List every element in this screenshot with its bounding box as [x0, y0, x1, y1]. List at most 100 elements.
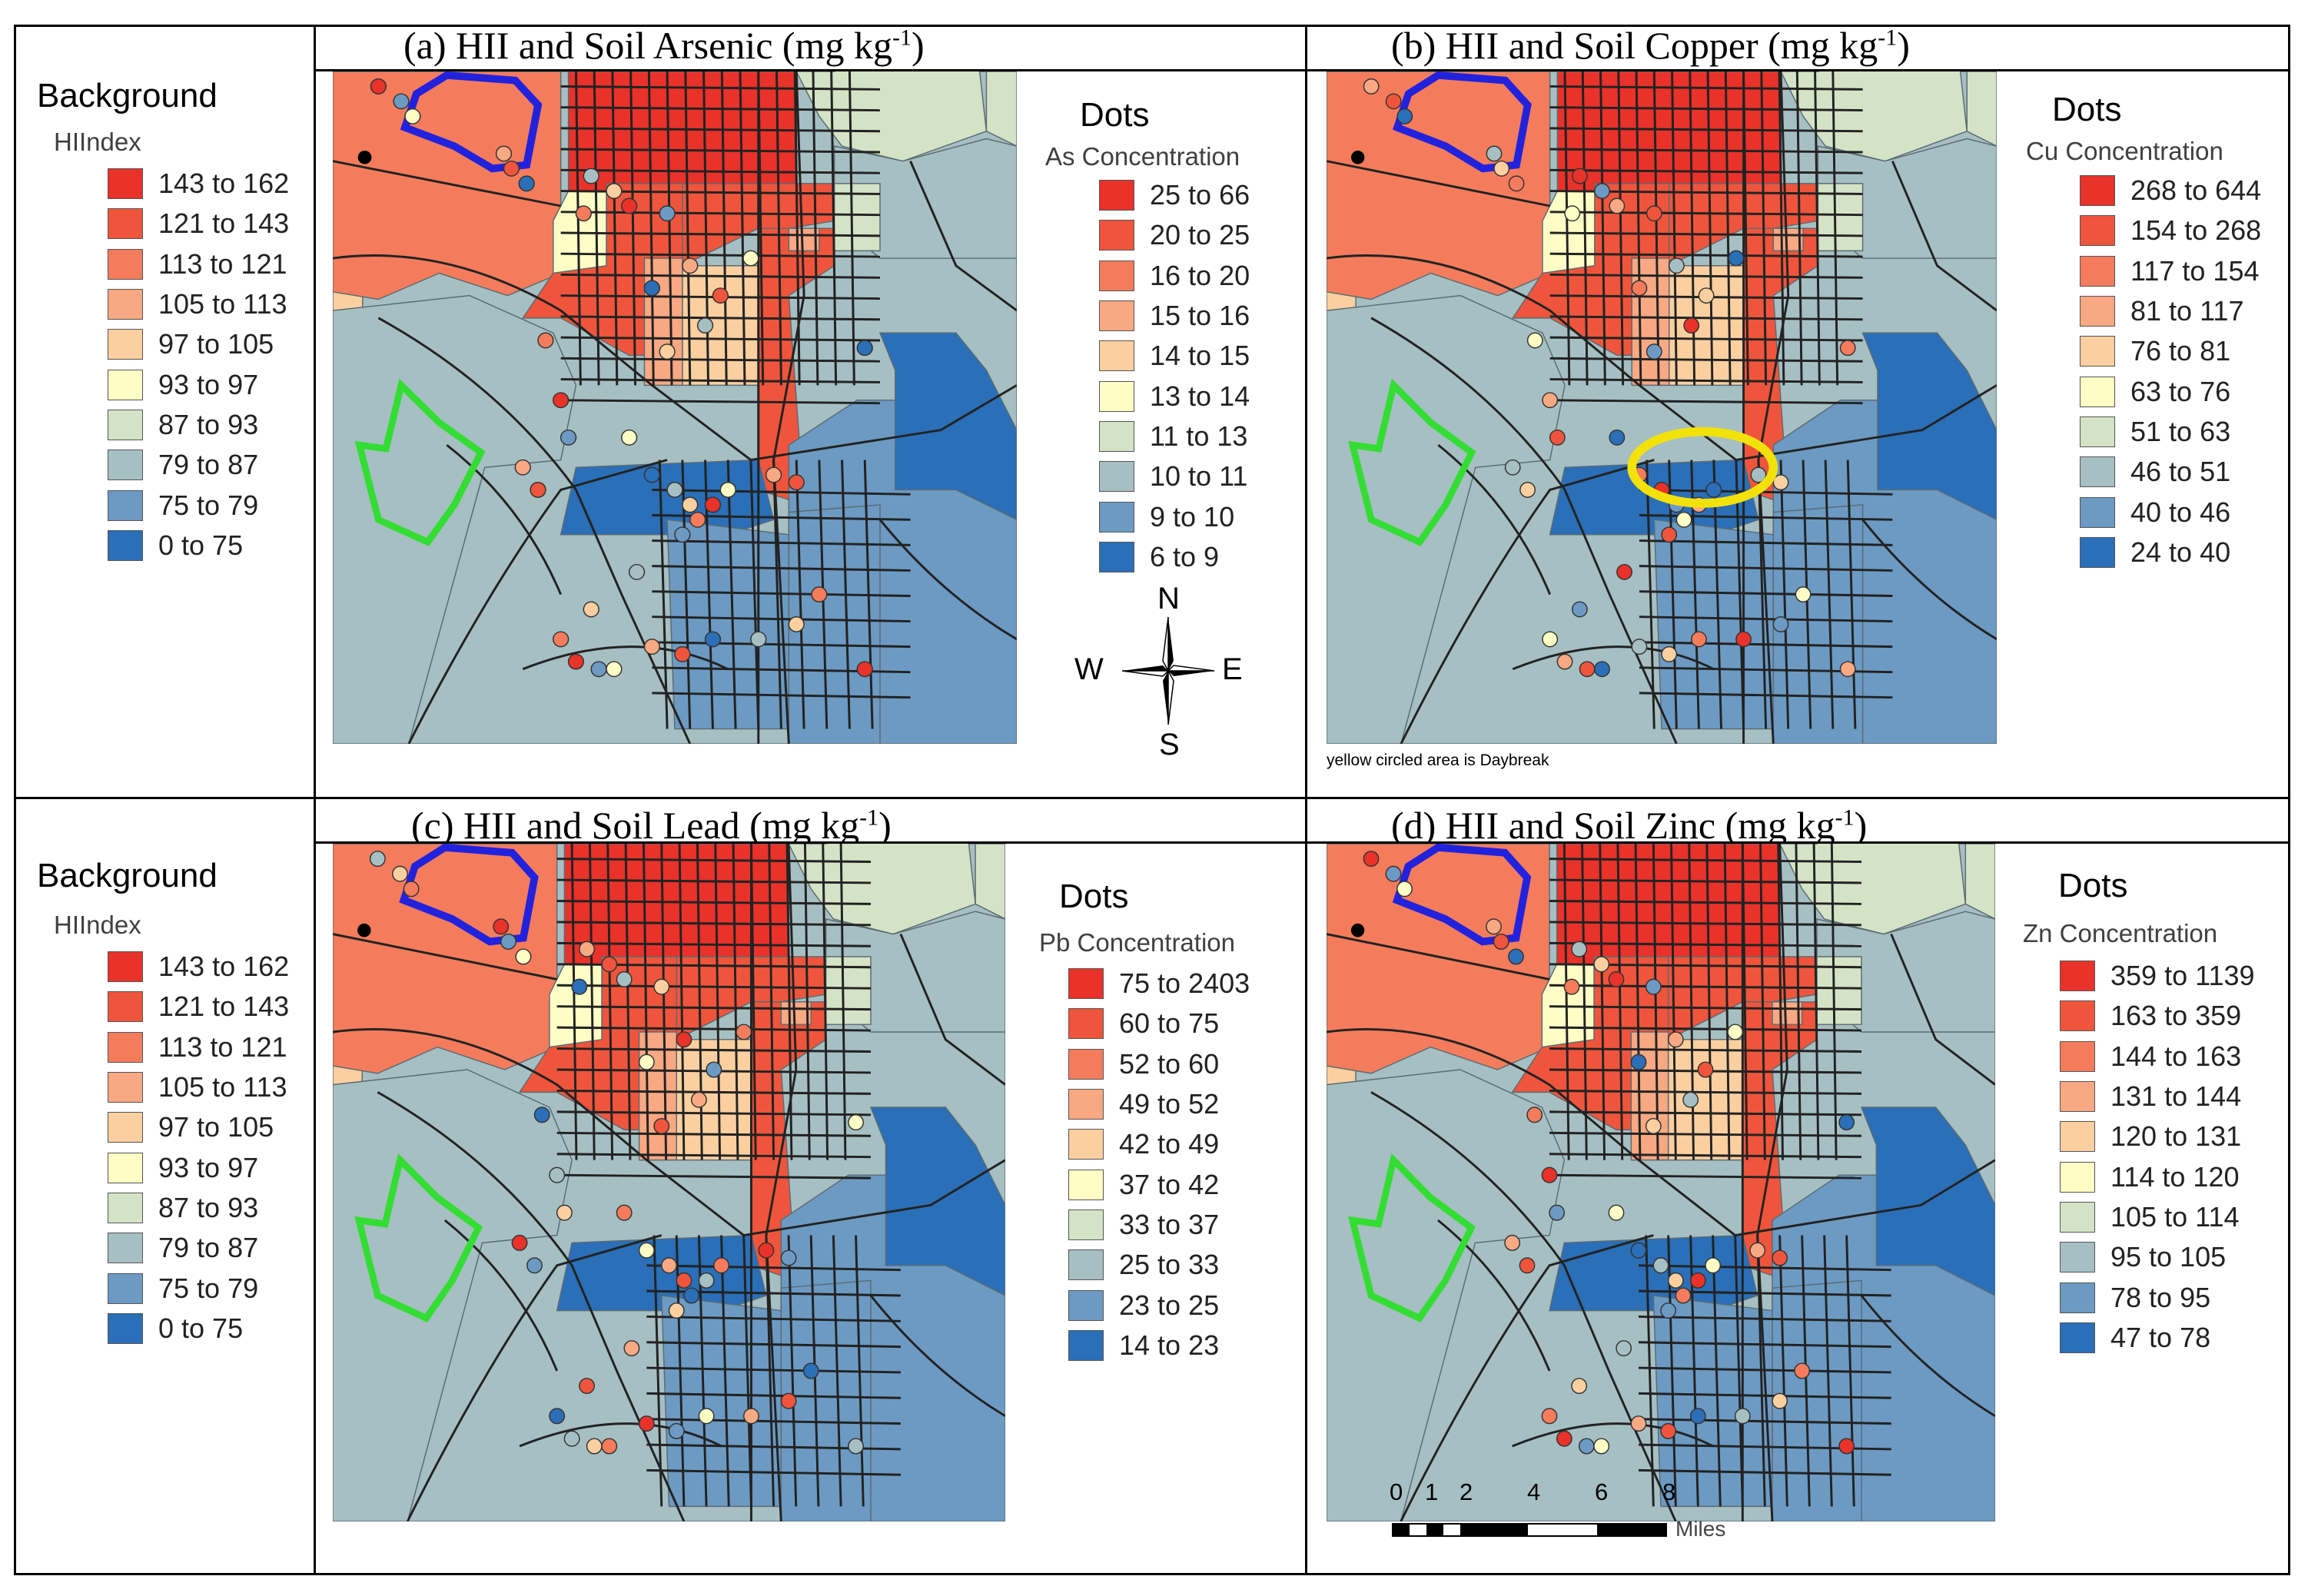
dots-legend-swatch	[1068, 968, 1104, 1000]
dots-legend-label: 16 to 20	[1150, 259, 1250, 291]
dots-legend-c: 75 to 2403 60 to 75 52 to 60 49 to 52 42 to …	[1068, 964, 1250, 1365]
road	[765, 844, 798, 1521]
road	[1777, 844, 1784, 1160]
panel-c-title: (c) HII and Soil Lead (mg kg-1)	[411, 804, 892, 847]
dots-legend-label: 117 to 154	[2130, 254, 2260, 287]
hii-legend-swatch	[108, 409, 143, 440]
road	[646, 1418, 901, 1425]
blue-outline-area	[1392, 844, 1532, 946]
sample-dot	[556, 1204, 573, 1221]
road	[1759, 844, 1766, 1160]
road	[1327, 254, 1997, 462]
hii-legend-label: 75 to 79	[158, 1272, 259, 1304]
sample-dot	[638, 1242, 655, 1259]
road	[646, 1468, 901, 1476]
dots-legend-label: 359 to 1139	[2110, 960, 2255, 992]
sample-dot	[1735, 631, 1752, 648]
dots-legend-b: 268 to 644 154 to 268 117 to 154 81 to 117 7…	[2080, 171, 2261, 572]
dots-legend-label: 24 to 40	[2130, 536, 2231, 568]
dots-legend-row: 14 to 23	[1068, 1326, 1250, 1365]
dots-legend-row: 42 to 49	[1068, 1124, 1250, 1164]
dots-legend-swatch	[1068, 1329, 1104, 1361]
sample-dot	[1519, 1257, 1536, 1274]
road	[1638, 1264, 1891, 1272]
hii-region	[1668, 265, 1745, 387]
sample-dot	[742, 250, 759, 267]
road	[1671, 71, 1678, 386]
road	[556, 1110, 872, 1117]
hii-region	[333, 71, 562, 300]
reference-dot	[357, 151, 372, 164]
sample-dot	[1616, 1340, 1632, 1357]
sample-dot	[369, 851, 386, 868]
hii-legend-label: 0 to 75	[158, 529, 244, 561]
compass-rose: N S W E	[1074, 582, 1245, 765]
hii-legend-row: 143 to 162	[108, 164, 289, 204]
dots-legend-label: 49 to 52	[1119, 1088, 1220, 1120]
daybreak-note: yellow circled area is Daybreak	[1327, 752, 1549, 769]
sample-dot	[780, 1392, 797, 1409]
scale-tick-0: 0	[1390, 1478, 1403, 1505]
sample-dot	[659, 343, 676, 360]
sample-dot	[659, 205, 676, 222]
compass-east-label: E	[1222, 652, 1243, 686]
hii-legend-row: 113 to 121	[108, 244, 289, 284]
sample-dot	[1549, 429, 1566, 446]
sample-dot	[682, 257, 699, 274]
dots-legend-row: 15 to 16	[1099, 296, 1250, 336]
road	[1891, 161, 1997, 312]
dots-legend-label: 37 to 42	[1119, 1168, 1220, 1200]
compass-west-label: W	[1074, 652, 1104, 686]
sample-dot	[514, 459, 531, 476]
dots-legend-label: 63 to 76	[2130, 375, 2231, 407]
road	[1638, 1341, 1891, 1349]
sample-dot	[1675, 1287, 1692, 1304]
sample-dot	[1698, 287, 1715, 304]
road	[1757, 71, 1790, 744]
road	[1639, 539, 1893, 546]
road	[593, 71, 600, 386]
hii-legend-label: 143 to 162	[158, 168, 290, 200]
sample-dot	[1594, 183, 1610, 200]
dots-legend-row: 24 to 40	[2080, 533, 2261, 572]
dots-legend-swatch	[1068, 1169, 1104, 1200]
dots-legend-label: 6 to 9	[1150, 540, 1220, 572]
sample-dot	[1578, 1438, 1595, 1455]
dots-legend-swatch	[2060, 1282, 2095, 1313]
dots-legend-row: 6 to 9	[1099, 537, 1250, 577]
sample-dot	[674, 526, 691, 543]
sample-dot	[848, 1114, 865, 1131]
hii-legend-swatch	[108, 208, 143, 240]
sample-dot	[1541, 1166, 1558, 1183]
dots-legend-swatch	[1099, 300, 1134, 332]
sample-dot	[1616, 563, 1632, 580]
hii-region	[676, 1039, 752, 1161]
sample-dot	[518, 175, 535, 192]
hii-legend-label: 79 to 87	[158, 449, 259, 481]
dots-legend-label: 131 to 144	[2110, 1080, 2242, 1113]
sample-dot	[392, 865, 408, 882]
sample-dot	[579, 941, 596, 957]
road	[1706, 71, 1714, 386]
map-panel-b	[1327, 71, 1997, 744]
sample-dot	[1705, 1257, 1722, 1274]
sample-dot	[690, 1091, 707, 1108]
sample-dot	[1549, 1204, 1566, 1221]
dots-legend-a-field: As Concentration	[1045, 142, 1240, 171]
road	[1638, 1315, 1891, 1322]
dots-legend-row: 144 to 163	[2060, 1037, 2255, 1077]
sample-dot	[638, 1053, 655, 1070]
hii-legend-swatch	[108, 168, 143, 200]
hii-region	[788, 504, 881, 744]
hii-legend-swatch	[108, 1192, 143, 1223]
sample-dot	[1608, 971, 1625, 987]
hii-legend-swatch	[108, 1072, 143, 1103]
dots-legend-swatch	[2060, 1201, 2095, 1233]
road	[1549, 1110, 1862, 1117]
dots-legend-row: 33 to 37	[1068, 1205, 1250, 1245]
sample-dot	[704, 631, 722, 648]
hii-region	[643, 257, 683, 387]
road	[647, 71, 655, 386]
road	[1581, 844, 1588, 1160]
dots-legend-row: 78 to 95	[2060, 1277, 2255, 1317]
